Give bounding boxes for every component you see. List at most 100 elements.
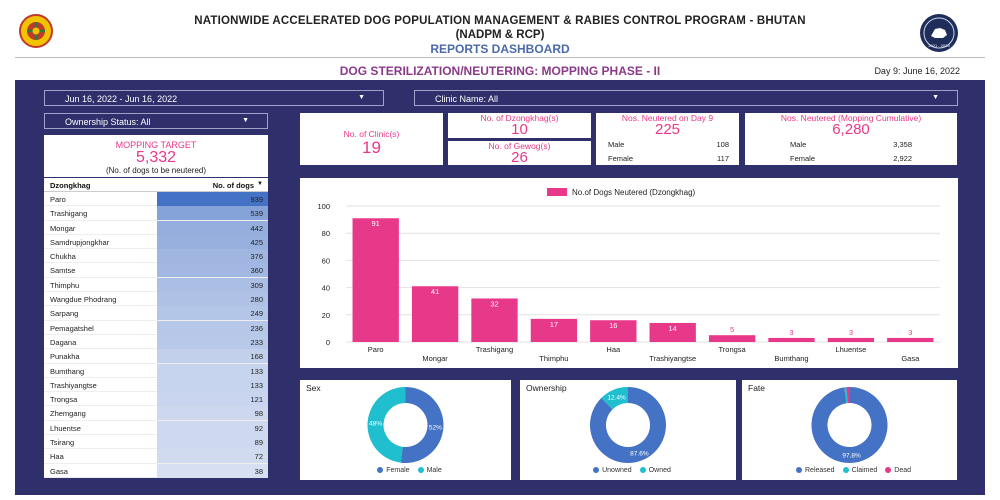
x-tick-label: Lhuentse	[835, 345, 866, 354]
legend-dot	[796, 467, 802, 473]
table-row[interactable]: Trashigang 539	[44, 206, 268, 221]
bar	[530, 318, 578, 342]
table-row[interactable]: Bumthang 133	[44, 363, 268, 378]
table-row[interactable]: Gasa 38	[44, 463, 268, 478]
row-count: 425	[250, 237, 263, 247]
table-row[interactable]: Dagana 233	[44, 334, 268, 350]
y-tick-label: 100	[317, 202, 330, 211]
bar-value-label: 3	[908, 328, 912, 337]
row-heat-cell	[157, 234, 268, 249]
donut-slice[interactable]	[590, 387, 666, 463]
row-count: 168	[250, 352, 263, 362]
y-tick-label: 60	[322, 256, 330, 265]
bar-value-label: 5	[730, 325, 734, 334]
dzongkhag-value: 10	[511, 121, 528, 138]
donut-slice[interactable]	[601, 387, 628, 410]
table-row[interactable]: Trashiyangtse 133	[44, 377, 268, 393]
bar	[590, 320, 637, 342]
national-emblem-icon	[19, 14, 53, 48]
legend-item[interactable]: Owned	[648, 467, 671, 474]
x-tick-label: Mongar	[422, 354, 448, 363]
donut-slice[interactable]	[846, 387, 850, 404]
row-count: 309	[250, 280, 263, 290]
bar	[708, 335, 756, 342]
legend-item[interactable]: Claimed	[851, 467, 878, 474]
table-row[interactable]: Pemagatshel 236	[44, 320, 268, 335]
clinic-dropdown[interactable]: Clinic Name: All ▼	[414, 90, 958, 106]
table-row[interactable]: Samdrupjongkhar 425	[44, 234, 268, 250]
table-row[interactable]: Sarpang 249	[44, 306, 268, 321]
table-row[interactable]: Zhemgang 98	[44, 406, 268, 421]
row-dzongkhag: Sarpang	[50, 309, 79, 319]
row-heat-cell	[157, 263, 268, 278]
clinics-label: No. of Clinic(s)	[343, 129, 400, 139]
column-no-of-dogs[interactable]: No. of dogs	[212, 181, 254, 190]
mopping-target-sub: (No. of dogs to be neutered)	[105, 166, 207, 175]
table-row[interactable]: Mongar 442	[44, 220, 268, 235]
x-tick-label: Trongsa	[718, 345, 746, 354]
row-count: 72	[254, 452, 263, 462]
legend-item[interactable]: Male	[426, 467, 442, 474]
donut-slice[interactable]	[367, 387, 406, 463]
bar	[887, 337, 934, 342]
donut-slice[interactable]	[844, 387, 848, 404]
x-tick-label: Bumthang	[774, 354, 808, 363]
donut-slice[interactable]	[400, 387, 444, 463]
row-heat-cell	[157, 420, 268, 435]
row-count: 360	[250, 266, 263, 276]
bar-value-label: 91	[372, 219, 380, 228]
clinics-card: No. of Clinic(s) 19	[300, 113, 443, 165]
bar-value-label: 32	[490, 299, 498, 308]
row-count: 38	[254, 466, 263, 476]
table-row[interactable]: Samtse 360	[44, 263, 268, 278]
legend-dot	[417, 467, 424, 473]
legend-item[interactable]: Released	[805, 467, 835, 474]
donut-slice-label: 48%	[369, 421, 382, 428]
sort-desc-icon[interactable]: ▼	[257, 181, 263, 187]
table-row[interactable]: Lhuentse 92	[44, 420, 268, 436]
program-seal-icon: 2021 - 2023	[920, 14, 958, 52]
table-row[interactable]: Wangdue Phodrang 280	[44, 292, 268, 307]
cumulative-male-value: 3,358	[893, 140, 912, 149]
row-count: 939	[250, 195, 263, 204]
row-dzongkhag: Pemagatshel	[50, 323, 94, 333]
row-dzongkhag: Samtse	[50, 266, 76, 276]
date-range-dropdown[interactable]: Jun 16, 2022 - Jun 16, 2022 ▼	[44, 90, 384, 106]
legend-item[interactable]: Female	[386, 467, 410, 474]
bar	[768, 337, 815, 342]
row-count: 249	[250, 309, 263, 319]
table-row[interactable]: Tsirang 89	[44, 435, 268, 450]
clinic-value: Clinic Name: All	[435, 94, 499, 104]
y-tick-label: 20	[322, 311, 330, 320]
donut-slice[interactable]	[811, 387, 888, 463]
table-row[interactable]: Thimphu 309	[44, 277, 268, 293]
cumulative-female-label: Female	[790, 154, 816, 163]
row-heat-cell	[157, 463, 268, 478]
gewog-card: No. of Gewog(s) 26	[448, 141, 591, 166]
ownership-dropdown[interactable]: Ownership Status: All ▼	[44, 113, 268, 129]
table-row[interactable]: Trongsa 121	[44, 392, 268, 407]
row-count: 98	[254, 409, 263, 419]
table-row[interactable]: Punakha 168	[44, 349, 268, 364]
bar-value-label: 16	[609, 321, 617, 330]
row-count: 121	[250, 395, 263, 405]
day-info: Day 9: June 16, 2022	[874, 66, 960, 76]
bar	[649, 322, 696, 342]
clinics-value: 19	[362, 138, 381, 157]
cumulative-label: Nos. Neutered (Mopping Cumulative)	[780, 113, 922, 123]
row-heat-cell	[157, 249, 268, 264]
table-row[interactable]: Chukha 376	[44, 249, 268, 264]
table-row[interactable]: Haa 72	[44, 449, 268, 464]
legend-item[interactable]: Unowned	[602, 467, 632, 474]
table-row[interactable]: Paro 939	[44, 192, 268, 207]
dzongkhag-label: No. of Dzongkhag(s)	[480, 113, 559, 123]
day-female-value: 117	[717, 154, 729, 163]
row-heat-cell	[157, 392, 268, 407]
column-dzongkhag[interactable]: Dzongkhag	[50, 181, 91, 190]
gewog-value: 26	[511, 149, 528, 166]
day-neutered-card: Nos. Neutered on Day 9 225 Male 108 Fema…	[596, 113, 739, 165]
legend-item[interactable]: Dead	[894, 467, 911, 474]
row-count: 133	[250, 380, 263, 390]
donut-legend: Unowned Owned	[520, 467, 736, 474]
